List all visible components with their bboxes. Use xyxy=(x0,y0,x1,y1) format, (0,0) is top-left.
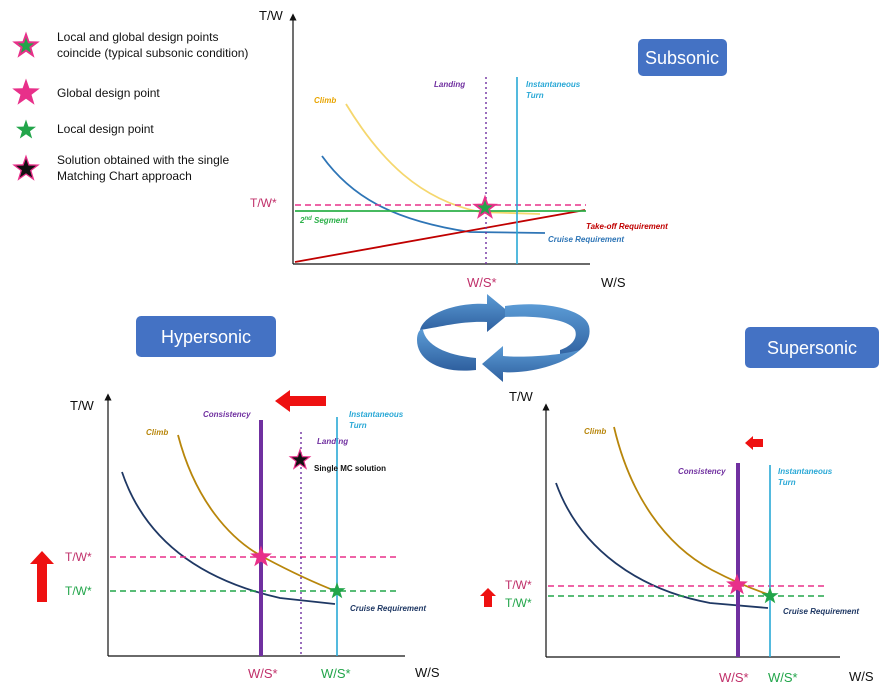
landing-label: Landing xyxy=(434,80,465,89)
climb-curve xyxy=(613,426,771,596)
arrow-bottom xyxy=(482,346,580,382)
tw-star-label: T/W* xyxy=(250,196,277,210)
legend-label: Solution obtained with the single xyxy=(57,153,229,167)
green-star-icon xyxy=(16,119,36,139)
tw-global-label: T/W* xyxy=(505,578,532,592)
climb-label: Climb xyxy=(584,427,606,436)
arrow-left xyxy=(417,329,476,371)
x-axis-label: W/S xyxy=(601,275,626,290)
turn-label-2: Turn xyxy=(349,421,367,430)
ws-local-label: W/S* xyxy=(768,670,798,685)
legend-label: coincide (typical subsonic condition) xyxy=(57,46,248,60)
climb-label: Climb xyxy=(146,428,168,437)
cruise-curve xyxy=(555,482,769,609)
takeoff-label: Take-off Requirement xyxy=(586,222,668,231)
x-axis-label: W/S xyxy=(849,669,874,684)
second-segment-label: 2nd Segment xyxy=(299,216,348,225)
legend-item-coincide: Local and global design points coincide … xyxy=(12,30,248,60)
y-axis-label: T/W xyxy=(259,8,284,23)
hypersonic-box xyxy=(136,316,276,357)
legend-label: Local design point xyxy=(57,122,154,136)
legend-label: Matching Chart approach xyxy=(57,169,192,183)
legend-label: Local and global design points xyxy=(57,30,218,44)
tw-global-label: T/W* xyxy=(65,550,92,564)
pink-star-icon xyxy=(12,78,40,105)
landing-label: Landing xyxy=(317,437,348,446)
legend-item-single-mc: Solution obtained with the single Matchi… xyxy=(12,153,229,183)
climb-curve xyxy=(345,103,541,215)
x-axis-label: W/S xyxy=(415,665,440,680)
legend-item-global: Global design point xyxy=(12,78,160,105)
cruise-curve xyxy=(321,155,546,234)
hypersonic-label: Hypersonic xyxy=(161,327,251,347)
left-arrow-icon xyxy=(745,436,763,450)
arrow-right xyxy=(505,304,590,359)
arrow-top xyxy=(420,294,510,332)
up-arrow-icon xyxy=(480,588,496,607)
ws-local-label: W/S* xyxy=(321,666,351,681)
subsonic-box xyxy=(638,39,727,76)
supersonic-chart: Supersonic T/W W/S Climb Cruise Requirem… xyxy=(480,327,879,685)
ws-star-label: W/S* xyxy=(467,275,497,290)
turn-label-1: Instantaneous xyxy=(526,80,581,89)
ws-global-label: W/S* xyxy=(719,670,749,685)
turn-label-2: Turn xyxy=(526,91,544,100)
tw-local-label: T/W* xyxy=(65,584,92,598)
subsonic-chart: T/W W/S Climb Cruise Requirement Take-of… xyxy=(250,8,727,290)
cruise-curve xyxy=(121,471,336,605)
supersonic-label: Supersonic xyxy=(767,338,857,358)
takeoff-line xyxy=(294,209,586,263)
cycle-arrows xyxy=(417,294,590,382)
tw-local-label: T/W* xyxy=(505,596,532,610)
subsonic-label: Subsonic xyxy=(645,48,719,68)
y-axis-label: T/W xyxy=(70,398,95,413)
legend: Local and global design points coincide … xyxy=(12,30,248,183)
left-arrow-icon xyxy=(275,390,326,412)
turn-label-2: Turn xyxy=(778,478,796,487)
legend-item-local: Local design point xyxy=(16,119,154,139)
turn-label-1: Instantaneous xyxy=(778,467,833,476)
y-axis-label: T/W xyxy=(509,389,534,404)
supersonic-box xyxy=(745,327,879,368)
climb-label: Climb xyxy=(314,96,336,105)
cruise-label: Cruise Requirement xyxy=(548,235,624,244)
hypersonic-chart: Hypersonic T/W W/S Climb Cruise Requirem… xyxy=(30,316,440,681)
consistency-label: Consistency xyxy=(678,467,726,476)
legend-label: Global design point xyxy=(57,86,160,100)
single-mc-label: Single MC solution xyxy=(314,464,386,473)
consistency-label: Consistency xyxy=(203,410,251,419)
up-arrow-icon xyxy=(30,551,54,602)
cruise-label: Cruise Requirement xyxy=(350,604,426,613)
turn-label-1: Instantaneous xyxy=(349,410,404,419)
cruise-label: Cruise Requirement xyxy=(783,607,859,616)
ws-global-label: W/S* xyxy=(248,666,278,681)
